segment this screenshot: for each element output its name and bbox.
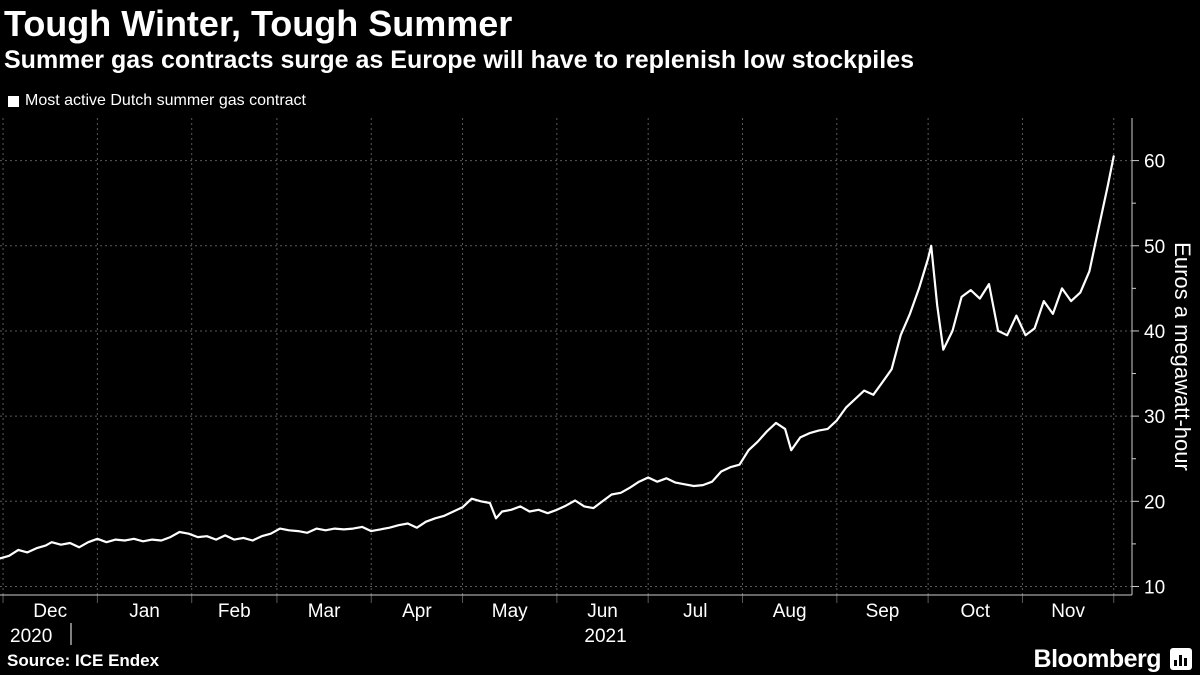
x-tick-label: Jan <box>129 601 160 622</box>
x-tick-label: Aug <box>773 601 807 622</box>
x-tick-label: Jun <box>587 601 618 622</box>
y-tick-label: 10 <box>1144 577 1165 598</box>
legend-swatch <box>8 95 19 107</box>
x-tick-label: Dec <box>33 601 67 622</box>
legend-label: Most active Dutch summer gas contract <box>25 92 306 109</box>
x-tick-label: Nov <box>1051 601 1085 622</box>
x-tick-label: Oct <box>961 601 991 622</box>
series-line <box>0 155 1115 560</box>
x-tick-label: Sep <box>866 601 900 622</box>
x-tick-label: May <box>492 601 528 622</box>
y-tick-label: 20 <box>1144 492 1165 513</box>
x-tick-label: Apr <box>402 601 432 622</box>
x-tick-label: Mar <box>308 601 341 622</box>
brand-name: Bloomberg <box>1033 645 1162 673</box>
year-label: 2020 <box>10 626 52 647</box>
y-tick-label: 30 <box>1144 407 1165 428</box>
year-label: 2021 <box>584 626 626 647</box>
y-tick-label: 60 <box>1144 152 1165 173</box>
y-axis-label: Euros a megawatt-hour <box>1170 242 1195 471</box>
y-tick-label: 50 <box>1144 237 1165 258</box>
x-tick-label: Feb <box>218 601 251 622</box>
y-tick-label: 40 <box>1144 322 1165 343</box>
brand-logo: Bloomberg <box>1034 644 1192 674</box>
chart-subtitle: Summer gas contracts surge as Europe wil… <box>4 46 915 74</box>
chart-title: Tough Winter, Tough Summer <box>4 3 513 44</box>
legend: Most active Dutch summer gas contract <box>8 91 306 111</box>
source-note: Source: ICE Endex <box>7 651 160 670</box>
bar-chart-icon <box>1170 648 1192 670</box>
x-tick-label: Jul <box>683 601 707 622</box>
